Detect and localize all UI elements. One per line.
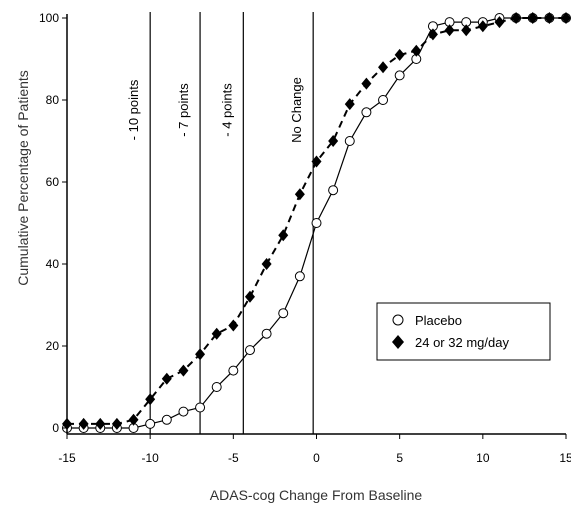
- treatment-point: [111, 417, 122, 430]
- placebo-point: [244, 345, 255, 356]
- y-tick-label: 40: [46, 257, 60, 271]
- y-axis-title: Cumulative Percentage of Patients: [15, 70, 31, 286]
- placebo-point: [311, 218, 322, 228]
- treatment-point: [211, 327, 222, 340]
- reference-line-label: - 4 points: [219, 83, 234, 137]
- treatment-point: [128, 413, 139, 426]
- series-layer: [62, 12, 571, 433]
- legend-treatment-label: 24 or 32 mg/day: [415, 335, 509, 350]
- treatment-point: [278, 229, 289, 242]
- treatment-point: [444, 24, 455, 37]
- reference-line-label: - 10 points: [126, 79, 141, 140]
- placebo-point: [261, 328, 272, 339]
- placebo-point: [328, 185, 339, 196]
- x-axis-title: ADAS-cog Change From Baseline: [210, 487, 423, 503]
- x-tick-label: 15: [559, 451, 571, 465]
- y-tick-label: 100: [39, 11, 59, 25]
- treatment-point: [261, 258, 272, 270]
- legend-placebo-label: Placebo: [415, 313, 462, 328]
- treatment-point: [427, 28, 438, 41]
- treatment-point: [527, 12, 538, 24]
- treatment-point: [145, 393, 156, 406]
- y-tick-label: 20: [46, 339, 60, 353]
- treatment-point: [228, 319, 239, 332]
- placebo-point: [394, 70, 405, 81]
- placebo-point: [195, 402, 206, 413]
- treatment-point: [477, 20, 488, 33]
- treatment-point: [378, 61, 389, 74]
- ticks: -15 -10 -5 0 5 10 15 0 20 40 60 80 100: [39, 11, 571, 465]
- treatment-point: [311, 155, 322, 168]
- treatment-point: [344, 98, 355, 111]
- placebo-point: [278, 308, 289, 319]
- treatment-point: [461, 24, 472, 37]
- legend-placebo-marker: [392, 314, 404, 326]
- placebo-point: [228, 365, 239, 376]
- treatment-point: [544, 12, 555, 24]
- y-tick-label: 80: [46, 93, 60, 107]
- x-tick-label: 0: [313, 451, 320, 465]
- placebo-point: [145, 418, 156, 429]
- treatment-point: [244, 290, 255, 303]
- y-tick-label: 0: [52, 421, 59, 435]
- treatment-point: [95, 417, 106, 430]
- x-tick-label: -15: [58, 451, 76, 465]
- placebo-point: [344, 136, 355, 146]
- treatment-point: [494, 16, 505, 29]
- reference-line-label: - 7 points: [176, 83, 191, 137]
- placebo-point: [361, 107, 372, 118]
- treatment-point: [78, 417, 89, 430]
- placebo-point: [211, 382, 222, 392]
- treatment-point: [178, 364, 189, 377]
- legend-box: [376, 302, 551, 361]
- reference-lines: - 10 points - 7 points - 4 points No Change: [126, 12, 314, 434]
- treatment-point: [411, 44, 422, 57]
- placebo-point: [178, 406, 189, 417]
- treatment-point: [195, 348, 206, 361]
- x-tick-label: 10: [476, 451, 490, 465]
- x-tick-label: 5: [396, 451, 403, 465]
- treatment-point: [328, 135, 339, 147]
- reference-line-label: No Change: [289, 77, 304, 143]
- placebo-point: [294, 271, 305, 282]
- treatment-point: [394, 48, 405, 61]
- treatment-point: [561, 12, 571, 24]
- x-tick-label: -5: [228, 451, 239, 465]
- x-tick-label: -10: [141, 451, 159, 465]
- treatment-point: [511, 12, 522, 24]
- legend: Placebo 24 or 32 mg/day: [376, 302, 551, 361]
- placebo-point: [378, 95, 389, 105]
- treatment-point: [161, 372, 172, 385]
- placebo-point: [161, 414, 172, 425]
- treatment-point: [361, 77, 372, 90]
- treatment-point: [294, 188, 305, 201]
- y-tick-label: 60: [46, 175, 60, 189]
- legend-treatment-marker: [392, 335, 404, 349]
